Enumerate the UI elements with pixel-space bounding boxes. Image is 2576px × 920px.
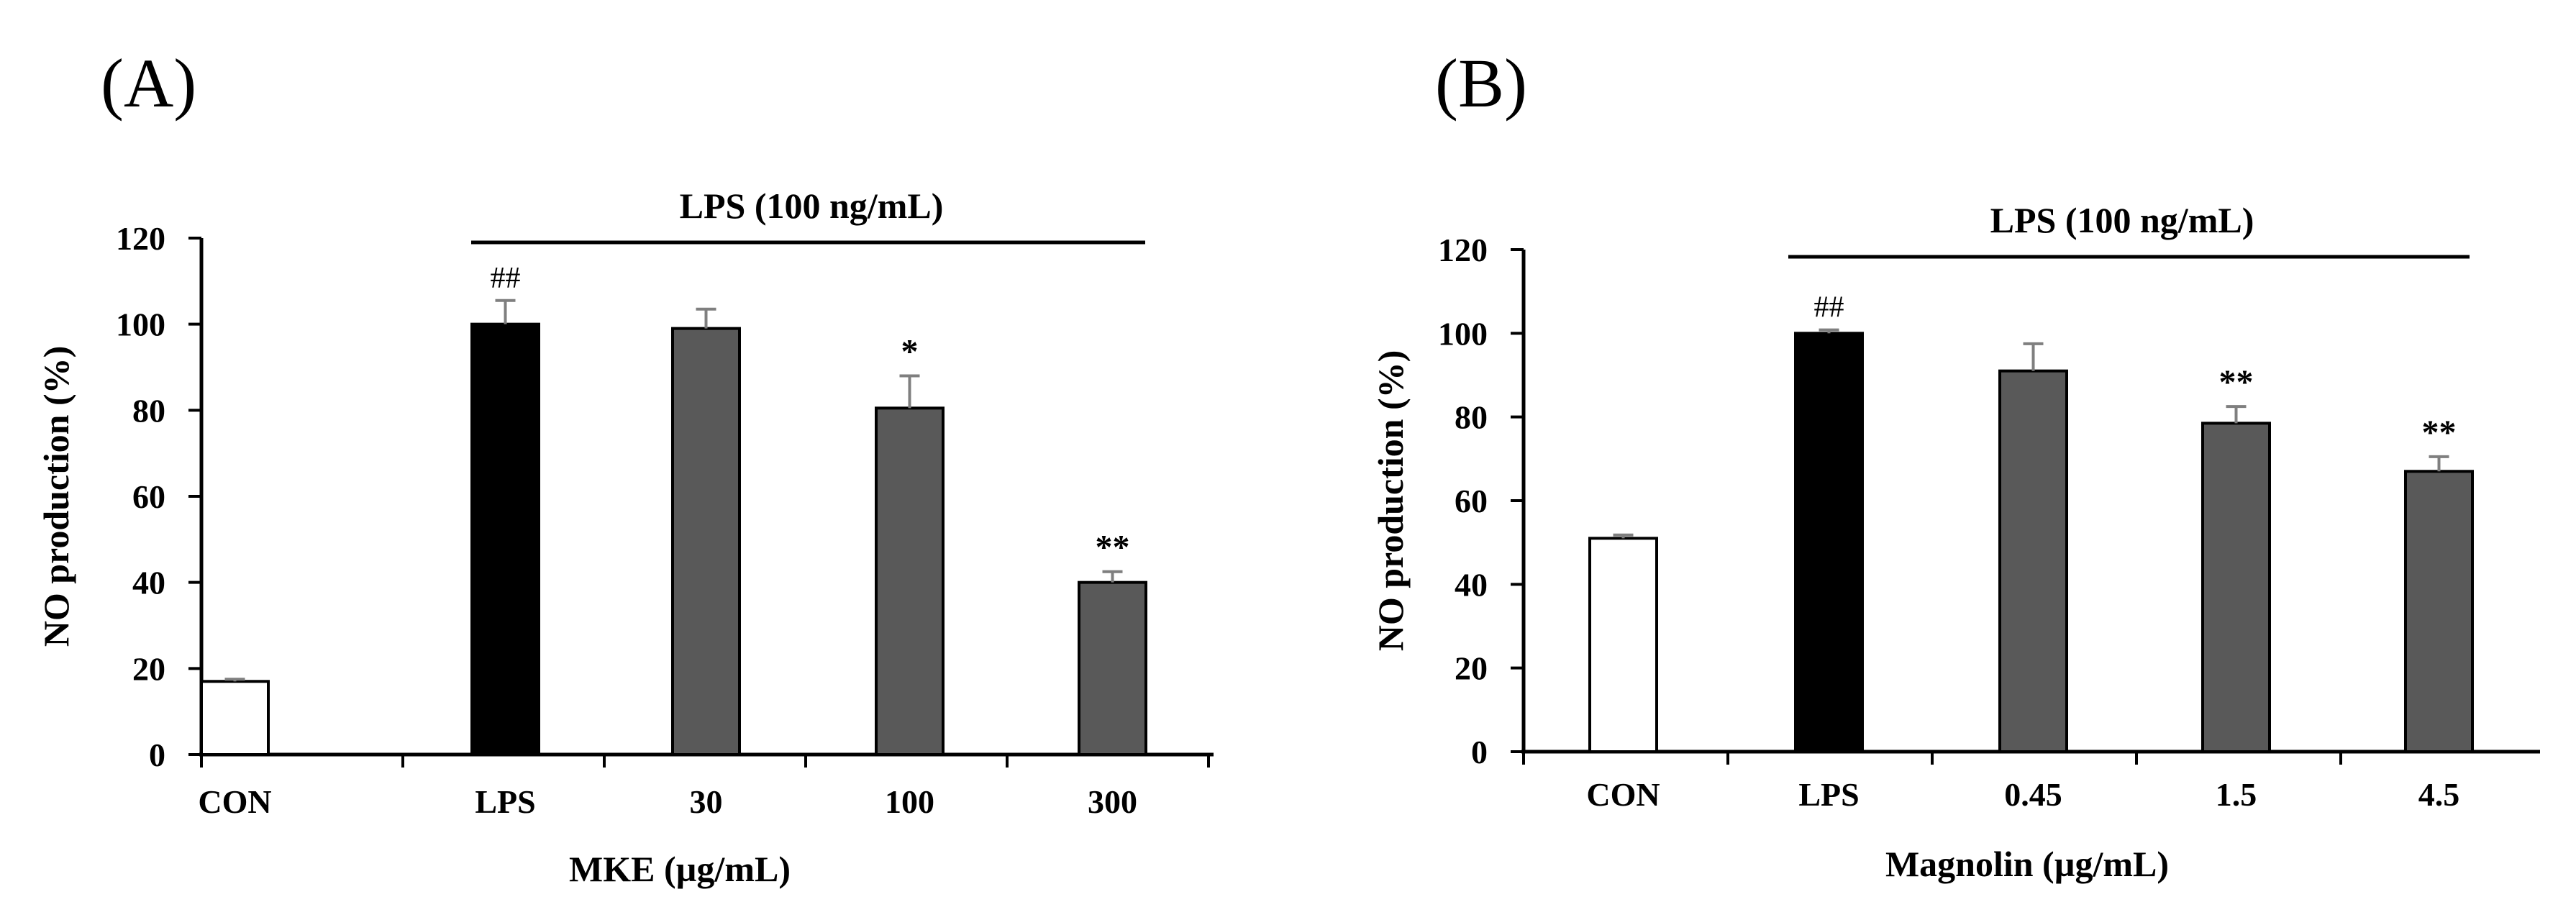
panel-b-bar-1-5 bbox=[2201, 422, 2271, 753]
panel-b-y-tick-label: 60 bbox=[1455, 483, 1488, 519]
panel-a-significance-label: * bbox=[901, 332, 919, 370]
panel-b-x-tick-label: CON bbox=[1586, 776, 1660, 813]
panel-a-x-tick-label: 100 bbox=[885, 783, 934, 820]
panel-b-significance-label: ** bbox=[2219, 363, 2254, 401]
panel-a-significance-label: ** bbox=[1096, 529, 1130, 567]
panel-a-y-tick-label: 80 bbox=[132, 392, 165, 429]
panel-a-bar-con bbox=[200, 680, 270, 756]
panel-b-bar-0-45 bbox=[1998, 369, 2068, 753]
panel-a-y-tick-label: 100 bbox=[116, 306, 165, 343]
panel-a-significance-label: ## bbox=[491, 262, 521, 295]
panel-b-y-tick-label: 80 bbox=[1455, 399, 1488, 436]
panel-a-bar-100 bbox=[875, 406, 945, 756]
panel-a-x-tick-label: 300 bbox=[1088, 783, 1137, 820]
panel-a-y-axis-title: NO production (%) bbox=[36, 346, 76, 647]
panel-a-y-tick-label: 0 bbox=[149, 737, 165, 773]
panel-b-bar-4-5 bbox=[2404, 470, 2474, 753]
panel-a-y-tick-label: 60 bbox=[132, 478, 165, 515]
panel-b-significance-label: ## bbox=[1814, 291, 1844, 324]
panel-b-x-tick-label: 4.5 bbox=[2418, 776, 2460, 813]
panel-b-y-axis-title: NO production (%) bbox=[1370, 350, 1411, 652]
panel-a-x-axis-title: MKE (µg/mL) bbox=[569, 849, 791, 889]
panel-a-bar-300 bbox=[1078, 580, 1147, 757]
panel-b: (B) 0 20 40 60 80 100 120 CON ## LPS 0.45 ** 1.5 ** 4.… bbox=[1370, 45, 2540, 884]
panel-b-x-tick-label: 1.5 bbox=[2216, 776, 2257, 813]
panel-a-y-tick-label: 120 bbox=[116, 220, 165, 257]
panel-a-bar-30 bbox=[671, 327, 741, 756]
panel-b-y-tick-label: 20 bbox=[1455, 650, 1488, 687]
panel-b-y-tick-label: 40 bbox=[1455, 566, 1488, 603]
panel-b-x-axis-title: Magnolin (µg/mL) bbox=[1885, 844, 2169, 884]
panel-a-letter: (A) bbox=[101, 45, 196, 122]
panel-b-lps-label: LPS (100 ng/mL) bbox=[1990, 200, 2254, 240]
panel-b-bar-con bbox=[1588, 537, 1658, 753]
panel-a-x-tick-label: LPS bbox=[475, 783, 535, 820]
panel-a-lps-label: LPS (100 ng/mL) bbox=[680, 186, 944, 226]
panel-b-significance-label: ** bbox=[2422, 414, 2457, 452]
panel-a-y-tick-label: 40 bbox=[132, 565, 165, 601]
panel-b-y-tick-label: 100 bbox=[1438, 315, 1488, 352]
panel-a-x-tick-label: 30 bbox=[690, 783, 723, 820]
panel-a-x-tick-label: CON bbox=[198, 783, 271, 820]
panel-b-x-tick-label: 0.45 bbox=[2004, 776, 2062, 813]
panel-a-y-tick-label: 20 bbox=[132, 650, 165, 687]
panel-b-letter: (B) bbox=[1435, 45, 1527, 122]
panel-b-y-tick-label: 120 bbox=[1438, 232, 1488, 268]
panel-a-bar-lps bbox=[470, 322, 540, 756]
panel-b-y-tick-label: 0 bbox=[1471, 734, 1488, 770]
panel-b-x-tick-label: LPS bbox=[1798, 776, 1859, 813]
panel-a: (A) 0 20 40 60 80 100 120 CON ## LPS 30 * 100 ** 300 LP… bbox=[36, 45, 1214, 889]
panel-b-bar-lps bbox=[1794, 332, 1864, 754]
